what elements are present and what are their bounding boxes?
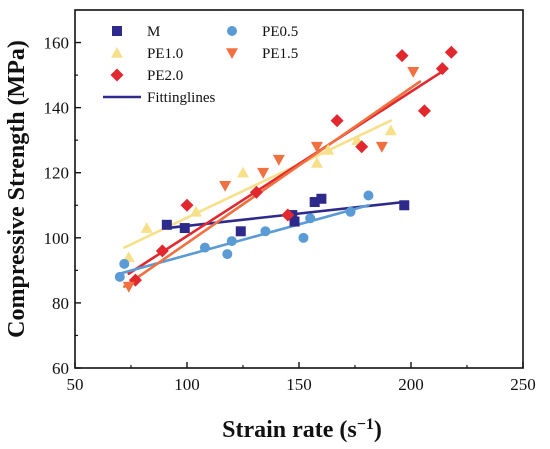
point-pe2-0 xyxy=(444,45,458,59)
point-pe0-5 xyxy=(345,206,356,217)
point-pe1-5 xyxy=(219,180,232,192)
x-tick-label: 250 xyxy=(510,375,536,394)
point-m xyxy=(161,219,172,230)
point-m xyxy=(235,226,246,237)
legend-marker-m xyxy=(112,26,122,36)
point-pe1-0 xyxy=(237,166,249,178)
point-pe0-5 xyxy=(114,271,125,282)
y-tick-label: 120 xyxy=(44,164,70,183)
y-tick-label: 140 xyxy=(44,99,70,118)
legend-label-m: M xyxy=(147,24,160,40)
legend-marker-pe2-0 xyxy=(110,68,124,82)
legend-marker-pe1-5 xyxy=(226,48,238,59)
legend-marker-pe0-5 xyxy=(227,26,237,36)
point-pe1-0 xyxy=(322,143,335,155)
point-pe1-0 xyxy=(310,156,323,168)
x-tick-label: 200 xyxy=(398,375,424,394)
y-tick-label: 160 xyxy=(44,34,70,53)
data-markers xyxy=(114,45,458,293)
point-pe1-0 xyxy=(140,222,153,233)
y-axis-ticks: 60 80 100 120 140 160 xyxy=(44,34,81,378)
x-axis-title: Strain rate (s−1) xyxy=(222,416,382,444)
point-pe1-5 xyxy=(257,167,270,179)
x-tick-label: 50 xyxy=(67,375,84,394)
point-pe0-5 xyxy=(226,236,237,247)
point-pe0-5 xyxy=(363,190,374,201)
y-tick-label: 80 xyxy=(52,294,69,313)
point-pe1-5 xyxy=(272,154,285,166)
point-pe2-0 xyxy=(417,104,431,118)
point-pe0-5 xyxy=(305,213,316,224)
point-m xyxy=(399,200,410,211)
point-pe1-5 xyxy=(407,67,420,78)
point-pe1-0 xyxy=(384,124,397,136)
point-pe1-0 xyxy=(189,205,202,217)
point-pe0-5 xyxy=(199,242,210,253)
point-pe0-5 xyxy=(260,226,271,237)
point-m xyxy=(309,197,320,208)
point-pe0-5 xyxy=(298,232,309,243)
point-pe2-0 xyxy=(355,140,369,154)
legend-label-pe0-5: PE0.5 xyxy=(262,24,298,40)
x-tick-label: 150 xyxy=(286,375,312,394)
point-pe0-5 xyxy=(222,249,233,260)
point-pe2-0 xyxy=(435,62,449,76)
point-pe1-5 xyxy=(122,281,135,293)
y-tick-label: 60 xyxy=(52,359,69,378)
legend-label-pe1-0: PE1.0 xyxy=(147,46,183,62)
point-pe1-5 xyxy=(310,141,323,153)
point-pe2-0 xyxy=(281,208,295,222)
point-pe2-0 xyxy=(330,114,344,128)
point-m xyxy=(179,223,190,234)
plot-frame xyxy=(74,9,524,369)
legend-label-pe2-0: PE2.0 xyxy=(147,68,183,84)
x-axis-ticks: 50 100 150 200 250 xyxy=(67,362,536,394)
point-pe2-0 xyxy=(395,49,409,63)
point-m xyxy=(289,216,300,227)
legend-marker-pe1-0 xyxy=(111,47,123,58)
point-m xyxy=(316,193,327,204)
point-pe1-5 xyxy=(375,141,388,153)
fit-line-pe1-5 xyxy=(122,80,422,288)
x-tick-label: 100 xyxy=(174,375,200,394)
legend-label-pe1-5: PE1.5 xyxy=(262,46,298,62)
point-pe0-5 xyxy=(119,258,130,269)
y-tick-label: 100 xyxy=(44,229,70,248)
point-pe2-0 xyxy=(249,185,263,199)
y-axis-title: Compressive Strength (MPa) xyxy=(4,40,30,338)
point-pe2-0 xyxy=(155,244,169,258)
point-pe2-0 xyxy=(180,198,194,212)
legend: M PE1.0 PE2.0 PE0.5 PE1.5 Fittinglines xyxy=(103,24,298,106)
legend-label-fitting-lines: Fittinglines xyxy=(147,90,216,106)
fit-line-pe2-0 xyxy=(127,67,449,275)
